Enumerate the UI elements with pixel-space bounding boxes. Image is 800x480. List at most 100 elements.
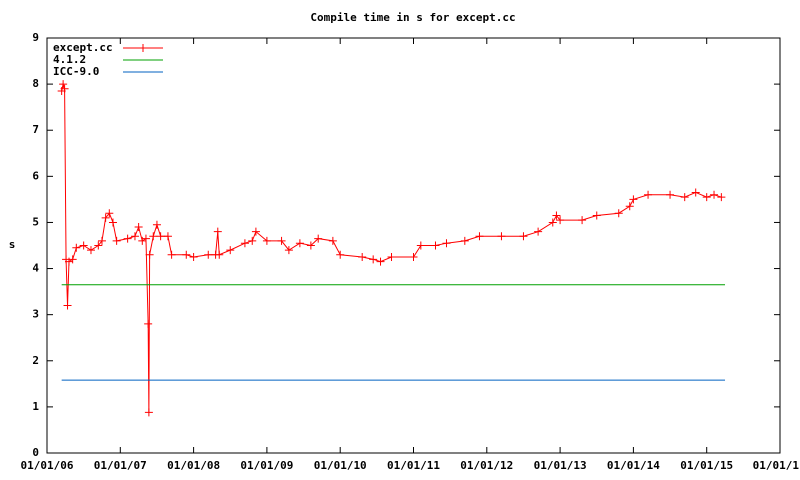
point-marker	[376, 257, 385, 266]
point-marker	[336, 250, 345, 259]
point-marker	[497, 232, 506, 241]
point-marker	[666, 190, 675, 199]
point-marker	[431, 241, 440, 250]
point-marker	[710, 190, 719, 199]
legend-label: ICC-9.0	[53, 65, 99, 78]
point-marker	[387, 253, 396, 262]
point-marker	[141, 234, 150, 243]
point-marker	[145, 250, 154, 259]
point-marker	[248, 236, 257, 245]
point-marker	[625, 202, 634, 211]
x-tick-label: 01/01/15	[680, 459, 733, 472]
point-marker	[592, 211, 601, 220]
y-tick-label: 6	[32, 169, 39, 182]
point-marker	[409, 253, 418, 262]
point-marker	[691, 188, 700, 197]
point-marker	[277, 236, 286, 245]
x-tick-label: 01/01/14	[607, 459, 660, 472]
legend-label: except.cc	[53, 41, 113, 54]
point-marker	[369, 255, 378, 264]
point-marker	[101, 213, 110, 222]
x-tick-label: 01/01/06	[21, 459, 74, 472]
point-marker	[717, 193, 726, 202]
point-marker	[59, 80, 68, 89]
point-marker	[134, 223, 143, 232]
point-marker	[86, 246, 95, 255]
y-tick-label: 1	[32, 400, 39, 413]
point-marker	[226, 246, 235, 255]
point-marker	[548, 218, 557, 227]
point-marker	[149, 232, 158, 241]
y-tick-label: 4	[32, 262, 39, 275]
y-tick-label: 2	[32, 354, 39, 367]
point-marker	[97, 236, 106, 245]
y-tick-label: 5	[32, 215, 39, 228]
y-tick-label: 8	[32, 77, 39, 90]
x-tick-label: 01/01/12	[460, 459, 513, 472]
plot-frame	[46, 37, 781, 454]
point-marker	[163, 232, 172, 241]
point-marker	[204, 250, 213, 259]
point-marker	[112, 236, 121, 245]
point-marker	[416, 241, 425, 250]
point-marker	[460, 236, 469, 245]
point-marker	[644, 190, 653, 199]
series-line	[61, 82, 722, 413]
point-marker	[284, 246, 293, 255]
x-tick-label: 01/01/09	[240, 459, 293, 472]
point-marker	[306, 241, 315, 250]
point-marker	[182, 250, 191, 259]
point-marker	[130, 232, 139, 241]
y-tick-label: 3	[32, 308, 39, 321]
point-marker	[556, 216, 565, 225]
x-tick-label: 01/01/10	[314, 459, 367, 472]
point-marker	[68, 255, 77, 264]
point-marker	[442, 239, 451, 248]
point-marker	[123, 234, 132, 243]
point-marker	[578, 216, 587, 225]
x-tick-label: 01/01/1	[753, 459, 800, 472]
x-tick-label: 01/01/11	[387, 459, 440, 472]
point-marker	[534, 227, 543, 236]
chart-title: Compile time in s for except.cc	[310, 11, 515, 24]
point-marker	[680, 193, 689, 202]
point-marker	[702, 193, 711, 202]
point-marker	[328, 236, 337, 245]
point-marker	[94, 241, 103, 250]
point-marker	[552, 211, 561, 220]
point-marker	[314, 234, 323, 243]
point-marker	[63, 301, 72, 310]
y-tick-label: 7	[32, 123, 39, 136]
legend-label: 4.1.2	[53, 53, 86, 66]
x-tick-label: 01/01/07	[94, 459, 147, 472]
point-marker	[295, 239, 304, 248]
point-marker	[60, 84, 69, 93]
point-marker	[251, 227, 260, 236]
point-marker	[108, 218, 117, 227]
y-axis-label: s	[9, 238, 16, 251]
point-marker	[358, 253, 367, 262]
point-marker	[144, 408, 153, 417]
point-marker	[475, 232, 484, 241]
y-tick-label: 9	[32, 31, 39, 44]
point-marker	[156, 232, 165, 241]
point-marker	[614, 209, 623, 218]
point-marker	[213, 227, 222, 236]
point-marker	[105, 209, 114, 218]
point-marker	[519, 232, 528, 241]
point-marker	[144, 319, 153, 328]
point-marker	[189, 253, 198, 262]
x-tick-label: 01/01/08	[167, 459, 220, 472]
x-tick-label: 01/01/13	[534, 459, 587, 472]
point-marker	[167, 250, 176, 259]
point-marker	[629, 195, 638, 204]
point-marker	[72, 243, 81, 252]
point-marker	[79, 241, 88, 250]
legend-marker	[139, 44, 147, 52]
y-tick-label: 0	[32, 446, 39, 459]
point-marker	[240, 239, 249, 248]
point-marker	[262, 236, 271, 245]
point-marker	[152, 220, 161, 229]
point-marker	[215, 250, 224, 259]
